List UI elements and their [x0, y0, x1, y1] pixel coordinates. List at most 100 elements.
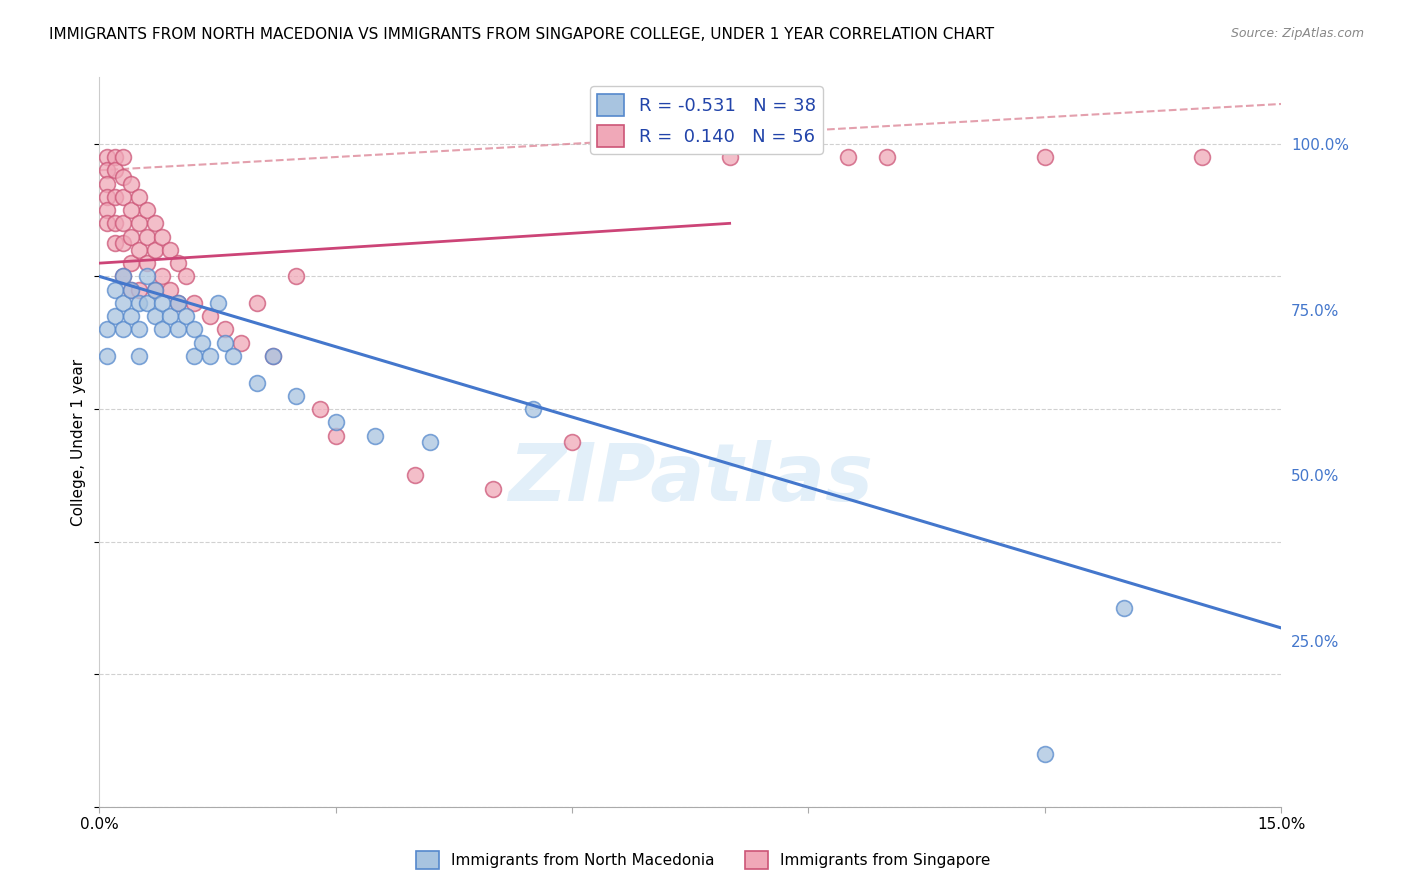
Point: [246, 376, 269, 390]
Point: [1191, 150, 1213, 164]
Y-axis label: College, Under 1 year: College, Under 1 year: [72, 359, 86, 525]
Point: [167, 296, 190, 310]
Text: ZIPatlas: ZIPatlas: [508, 440, 873, 517]
Point: [152, 269, 174, 284]
Point: [309, 402, 332, 417]
Point: [135, 229, 157, 244]
Point: [96, 163, 118, 178]
Point: [135, 203, 157, 218]
Point: [222, 349, 245, 363]
Point: [143, 243, 166, 257]
Point: [96, 177, 118, 191]
Point: [112, 322, 135, 336]
Point: [837, 150, 859, 164]
Point: [174, 309, 197, 323]
Point: [214, 335, 236, 350]
Point: [1112, 601, 1135, 615]
Point: [246, 296, 269, 310]
Point: [325, 415, 347, 429]
Point: [96, 203, 118, 218]
Point: [198, 309, 221, 323]
Point: [96, 322, 118, 336]
Point: [112, 216, 135, 230]
Point: [128, 296, 150, 310]
Point: [128, 190, 150, 204]
Point: [285, 269, 308, 284]
Point: [120, 229, 142, 244]
Point: [143, 283, 166, 297]
Point: [135, 256, 157, 270]
Point: [262, 349, 284, 363]
Point: [128, 283, 150, 297]
Point: [143, 309, 166, 323]
Point: [1033, 150, 1056, 164]
Point: [128, 349, 150, 363]
Point: [112, 296, 135, 310]
Point: [96, 216, 118, 230]
Point: [183, 296, 205, 310]
Point: [198, 349, 221, 363]
Text: Source: ZipAtlas.com: Source: ZipAtlas.com: [1230, 27, 1364, 40]
Text: IMMIGRANTS FROM NORTH MACEDONIA VS IMMIGRANTS FROM SINGAPORE COLLEGE, UNDER 1 YE: IMMIGRANTS FROM NORTH MACEDONIA VS IMMIG…: [49, 27, 994, 42]
Point: [214, 322, 236, 336]
Point: [104, 283, 127, 297]
Point: [128, 216, 150, 230]
Point: [561, 435, 583, 450]
Point: [112, 236, 135, 251]
Point: [120, 283, 142, 297]
Point: [120, 203, 142, 218]
Point: [112, 269, 135, 284]
Point: [159, 283, 181, 297]
Point: [262, 349, 284, 363]
Legend: R = -0.531   N = 38, R =  0.140   N = 56: R = -0.531 N = 38, R = 0.140 N = 56: [591, 87, 823, 154]
Point: [183, 349, 205, 363]
Point: [404, 468, 426, 483]
Point: [325, 428, 347, 442]
Point: [159, 243, 181, 257]
Point: [128, 243, 150, 257]
Point: [191, 335, 214, 350]
Point: [183, 322, 205, 336]
Point: [135, 269, 157, 284]
Point: [120, 283, 142, 297]
Point: [104, 236, 127, 251]
Point: [167, 322, 190, 336]
Point: [104, 163, 127, 178]
Point: [120, 256, 142, 270]
Point: [96, 349, 118, 363]
Point: [522, 402, 544, 417]
Point: [128, 322, 150, 336]
Point: [112, 150, 135, 164]
Point: [364, 428, 387, 442]
Point: [482, 482, 505, 496]
Point: [120, 177, 142, 191]
Point: [104, 309, 127, 323]
Point: [167, 256, 190, 270]
Point: [112, 190, 135, 204]
Point: [231, 335, 253, 350]
Point: [159, 309, 181, 323]
Point: [152, 296, 174, 310]
Point: [112, 169, 135, 184]
Point: [135, 296, 157, 310]
Point: [207, 296, 229, 310]
Point: [104, 190, 127, 204]
Point: [1033, 747, 1056, 761]
Point: [167, 296, 190, 310]
Legend: Immigrants from North Macedonia, Immigrants from Singapore: Immigrants from North Macedonia, Immigra…: [409, 845, 997, 875]
Point: [174, 269, 197, 284]
Point: [96, 190, 118, 204]
Point: [143, 216, 166, 230]
Point: [876, 150, 898, 164]
Point: [112, 269, 135, 284]
Point: [419, 435, 441, 450]
Point: [104, 216, 127, 230]
Point: [120, 309, 142, 323]
Point: [104, 150, 127, 164]
Point: [152, 229, 174, 244]
Point: [143, 283, 166, 297]
Point: [152, 322, 174, 336]
Point: [718, 150, 741, 164]
Point: [96, 150, 118, 164]
Point: [285, 389, 308, 403]
